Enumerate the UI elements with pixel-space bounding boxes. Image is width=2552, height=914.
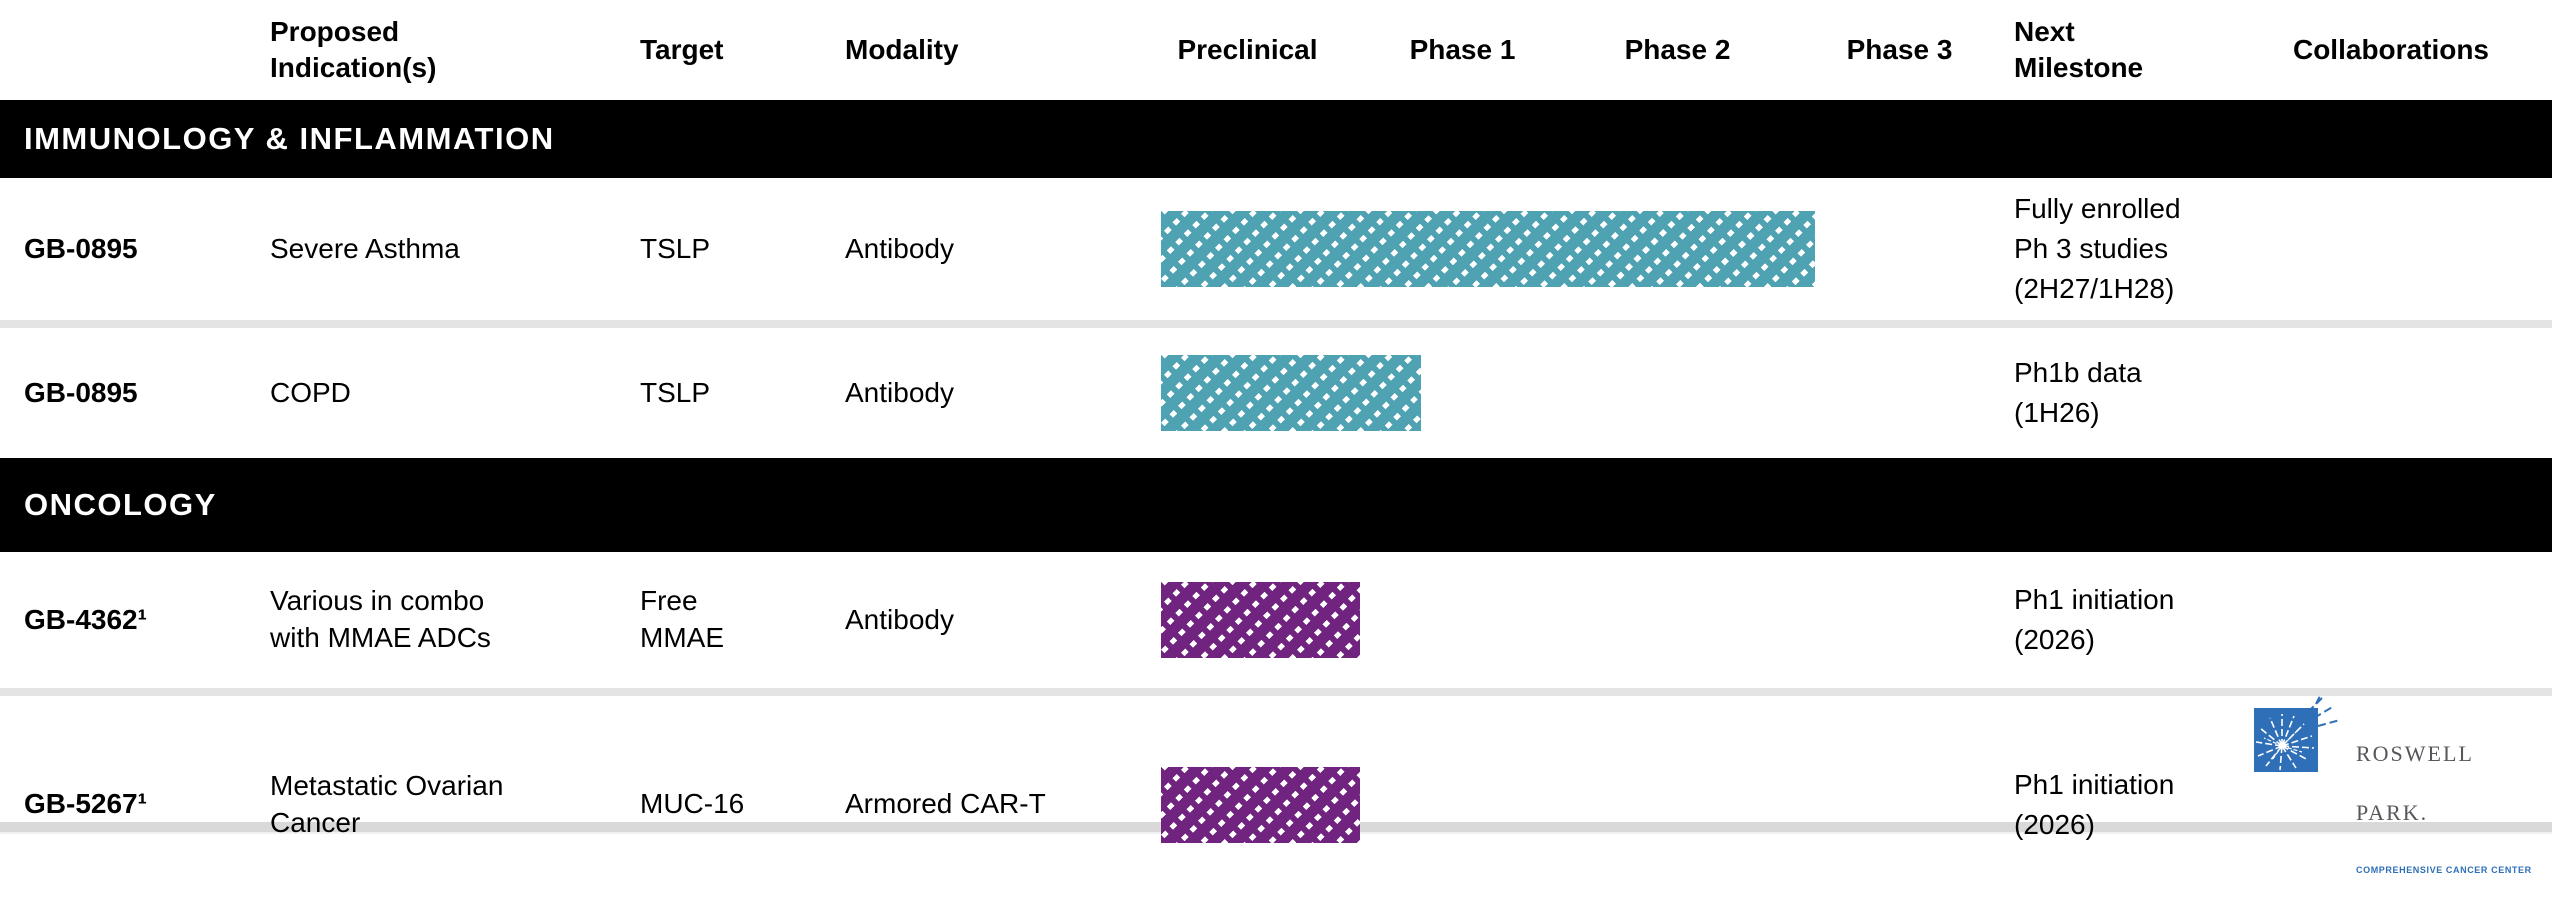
header-preclinical: Preclinical: [1140, 34, 1355, 66]
modality-cell: Antibody: [845, 375, 1140, 412]
park-text: PARK.: [2356, 802, 2532, 824]
comprehensive-cancer-center-text: COMPREHENSIVE CANCER CENTER: [2356, 865, 2532, 877]
target-cell: Free MMAE: [640, 583, 845, 657]
section-title: IMMUNOLOGY & INFLAMMATION: [24, 121, 555, 157]
section-header-oncology: ONCOLOGY: [0, 458, 2552, 552]
roswell-park-logo: ROSWELL PARK. COMPREHENSIVE CANCER CENTE…: [2252, 696, 2532, 914]
program-name: GB-4362¹: [0, 602, 270, 639]
modality-cell: Antibody: [845, 602, 1140, 639]
table-row-gb0895-copd: GB-0895 COPD TSLP Antibody Ph1b data (1H…: [0, 328, 2552, 458]
phase-track: [1140, 178, 2014, 320]
program-name: GB-0895: [0, 375, 270, 412]
table-row-gb0895-severe-asthma: GB-0895 Severe Asthma TSLP Antibody Full…: [0, 178, 2552, 320]
milestone-cell: Ph1 initiation (2026): [2014, 580, 2230, 660]
pipeline-table: Proposed Indication(s) Target Modality P…: [0, 0, 2552, 834]
indication-cell: Metastatic Ovarian Cancer: [270, 768, 640, 842]
milestone-cell: Ph1b data (1H26): [2014, 353, 2230, 433]
table-row-gb4362: GB-4362¹ Various in combo with MMAE ADCs…: [0, 552, 2552, 688]
target-cell: TSLP: [640, 231, 845, 268]
header-collaborations: Collaborations: [2230, 32, 2552, 68]
roswell-park-wordmark: ROSWELL PARK. COMPREHENSIVE CANCER CENTE…: [2356, 706, 2532, 914]
section-title: ONCOLOGY: [24, 487, 217, 523]
stage-progress-bar: [1161, 211, 1815, 287]
stage-progress-bar: [1161, 767, 1360, 843]
milestone-cell: Ph1 initiation (2026): [2014, 765, 2230, 845]
starburst-icon: [2252, 696, 2352, 774]
phase-track: [1140, 552, 2014, 688]
indication-cell: Severe Asthma: [270, 231, 640, 268]
program-name: GB-5267¹: [0, 786, 270, 823]
modality-cell: Armored CAR-T: [845, 786, 1140, 823]
header-phase-2: Phase 2: [1570, 34, 1785, 66]
header-phase-1: Phase 1: [1355, 34, 1570, 66]
modality-cell: Antibody: [845, 231, 1140, 268]
phase-track: [1140, 328, 2014, 458]
row-separator: [0, 320, 2552, 328]
indication-cell: Various in combo with MMAE ADCs: [270, 583, 640, 657]
collaboration-cell: ROSWELL PARK. COMPREHENSIVE CANCER CENTE…: [2230, 696, 2552, 914]
phase-track: [1140, 696, 2014, 914]
section-header-immunology-inflammation: IMMUNOLOGY & INFLAMMATION: [0, 100, 2552, 178]
roswell-text: ROSWELL: [2356, 743, 2532, 765]
table-header-row: Proposed Indication(s) Target Modality P…: [0, 0, 2552, 100]
target-cell: TSLP: [640, 375, 845, 412]
header-proposed-indications: Proposed Indication(s): [270, 14, 640, 86]
header-modality: Modality: [845, 32, 1140, 68]
header-target: Target: [640, 32, 845, 68]
header-next-milestone: Next Milestone: [2014, 14, 2230, 86]
target-cell: MUC-16: [640, 786, 845, 823]
phase-headers: Preclinical Phase 1 Phase 2 Phase 3: [1140, 0, 2014, 100]
stage-progress-bar: [1161, 355, 1421, 431]
program-name: GB-0895: [0, 231, 270, 268]
table-row-gb5267: GB-5267¹ Metastatic Ovarian Cancer MUC-1…: [0, 696, 2552, 822]
header-phase-3: Phase 3: [1785, 34, 2014, 66]
row-separator: [0, 688, 2552, 696]
indication-cell: COPD: [270, 375, 640, 412]
milestone-cell: Fully enrolled Ph 3 studies (2H27/1H28): [2014, 189, 2230, 309]
stage-progress-bar: [1161, 582, 1360, 658]
